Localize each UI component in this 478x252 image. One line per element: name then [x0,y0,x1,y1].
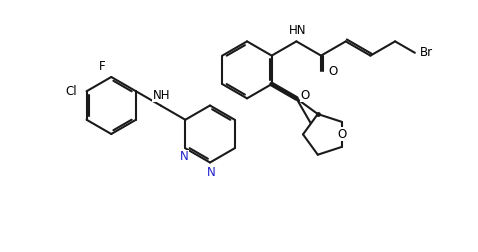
Text: Br: Br [420,46,433,59]
Text: O: O [337,128,346,141]
Text: O: O [300,89,310,102]
Text: Cl: Cl [65,85,76,98]
Text: N: N [206,166,216,178]
Text: F: F [98,60,105,73]
Text: HN: HN [289,24,306,37]
Text: N: N [180,150,189,163]
Text: NH: NH [153,88,170,102]
Text: O: O [328,65,337,78]
